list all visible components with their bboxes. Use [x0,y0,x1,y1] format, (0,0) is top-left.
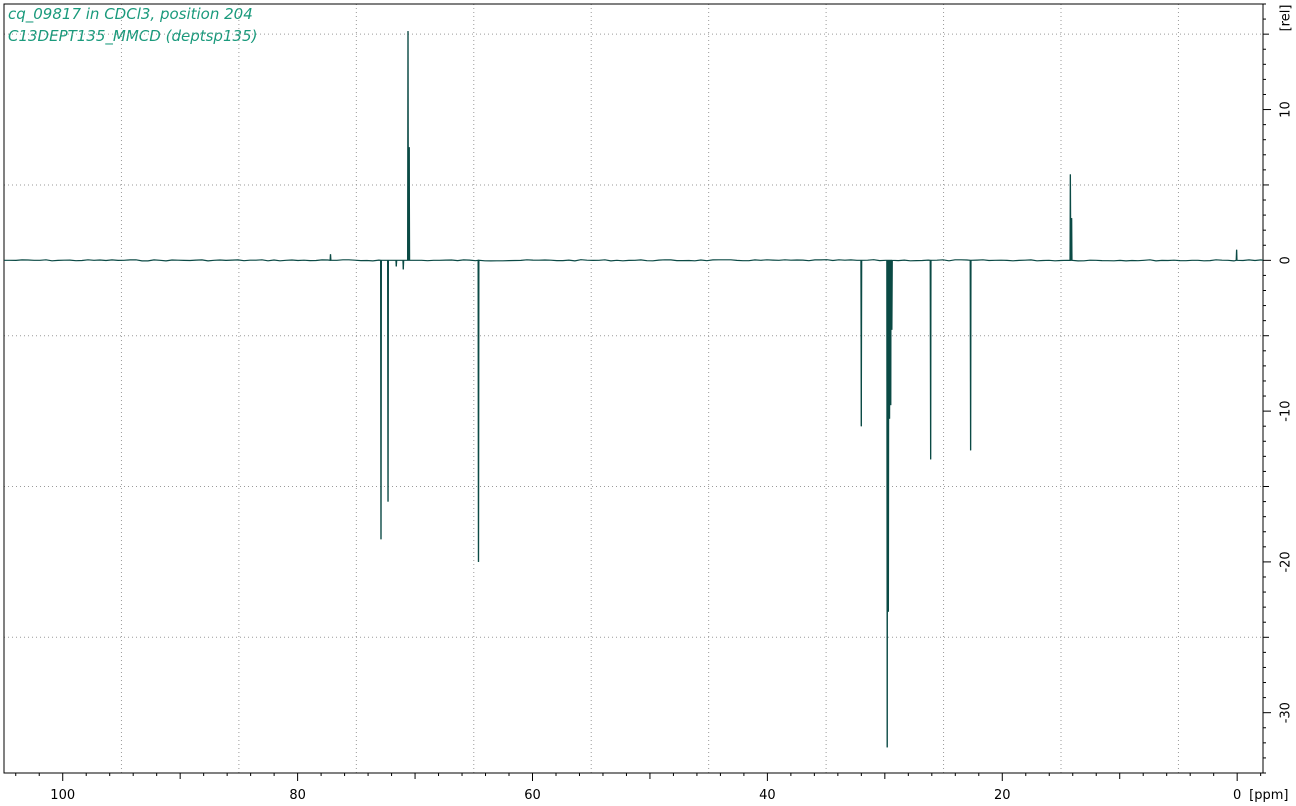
x-tick-label: 0 [1233,788,1241,803]
y-tick-label: 10 [1279,101,1294,118]
y-tick-label: -10 [1279,401,1294,422]
y-tick-label: -30 [1279,702,1294,723]
y-tick-label: 0 [1279,256,1294,264]
x-tick-label: 100 [50,788,75,803]
y-axis-unit-label: [rel] [1279,5,1294,32]
x-tick-label: 40 [759,788,776,803]
x-axis-unit-label: [ppm] [1249,788,1288,803]
spectrum-title: cq_09817 in CDCl3, position 204 [8,5,253,23]
grid-lines [4,4,1263,773]
plot-frame [3,3,1264,774]
y-tick-label: -20 [1279,551,1294,572]
axis-tick-labels: 100 80 60 40 20 0 [ppm]100-10-20-30[rel] [50,5,1293,803]
axis-ticks [15,3,1271,781]
spectrum-line [3,31,1264,748]
x-tick-label: 80 [289,788,306,803]
spectrum-trace [3,31,1264,748]
x-tick-label: 20 [994,788,1011,803]
spectrum-subtitle: C13DEPT135_MMCD (deptsp135) [8,27,258,45]
plot-frame-rect [3,3,1264,774]
x-tick-label: 60 [524,788,541,803]
